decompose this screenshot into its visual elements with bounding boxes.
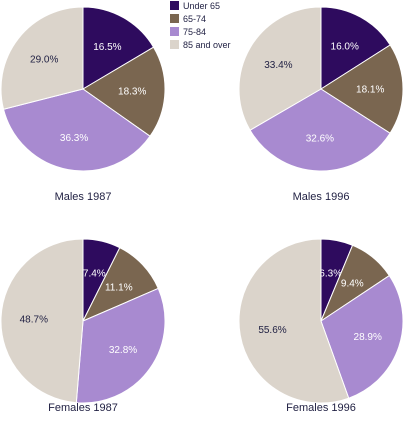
legend-label: 85 and over (183, 40, 231, 50)
legend-swatch (170, 40, 179, 49)
legend: Under 65 65-74 75-84 85 and over (170, 1, 231, 50)
slice-label-75-84: 32.6% (306, 134, 334, 145)
slice-under-65 (320, 6, 391, 90)
slice-label-under-65: 6.3% (319, 268, 342, 279)
slice-label-under-65: 7.4% (83, 269, 106, 280)
slice-85-and-over (238, 238, 350, 404)
pie-males-1996: 16.0% 18.1% 32.6% 33.4% Males 1996 (238, 6, 403, 203)
legend-label: Under 65 (183, 1, 220, 11)
slice-65-74 (82, 46, 166, 137)
slice-label-65-74: 9.4% (341, 279, 364, 290)
slice-label-75-84: 28.9% (354, 332, 382, 343)
legend-item-75-84: 75-84 (170, 27, 206, 37)
slice-85-and-over (0, 238, 84, 404)
pie-females-1987: 7.4% 11.1% 32.8% 48.7% Females 1987 (0, 238, 166, 414)
pie-males-1987: 16.5% 18.3% 36.3% 29.0% Males 1987 (0, 6, 166, 203)
slice-label-85-and-over: 55.6% (258, 325, 286, 336)
legend-swatch (170, 14, 179, 23)
slice-label-75-84: 32.8% (109, 345, 137, 356)
pie-title: Females 1987 (48, 402, 118, 414)
slice-label-under-65: 16.5% (93, 42, 121, 53)
slice-label-85-and-over: 33.4% (264, 60, 292, 71)
legend-label: 65-74 (183, 14, 206, 24)
legend-item-65-74: 65-74 (170, 14, 206, 24)
slice-75-84 (249, 88, 391, 172)
legend-item-under-65: Under 65 (170, 1, 220, 11)
slice-label-85-and-over: 48.7% (20, 315, 48, 326)
slice-75-84 (320, 274, 403, 399)
slice-label-85-and-over: 29.0% (30, 54, 58, 65)
legend-label: 75-84 (183, 27, 206, 37)
legend-swatch (170, 27, 179, 36)
slice-85-and-over (0, 6, 84, 110)
slice-label-75-84: 36.3% (60, 133, 88, 144)
pie-females-1996: 6.3%9.4% 28.9% 55.6% Females 1996 (238, 238, 403, 414)
pie-title: Males 1987 (55, 191, 112, 203)
pie-title: Females 1996 (286, 402, 356, 414)
slice-label-65-74: 11.1% (105, 283, 133, 294)
slice-label-65-74: 18.3% (118, 86, 146, 97)
slice-75-84 (75, 287, 166, 404)
slice-under-65 (82, 6, 155, 90)
legend-swatch (170, 1, 179, 10)
slice-75-84 (2, 88, 151, 172)
pie-title: Males 1996 (293, 191, 350, 203)
legend-item-85-and-over: 85 and over (170, 40, 231, 50)
slice-label-under-65: 16.0% (331, 41, 359, 52)
slice-85-and-over (238, 6, 322, 131)
slice-label-65-74: 18.1% (356, 85, 384, 96)
